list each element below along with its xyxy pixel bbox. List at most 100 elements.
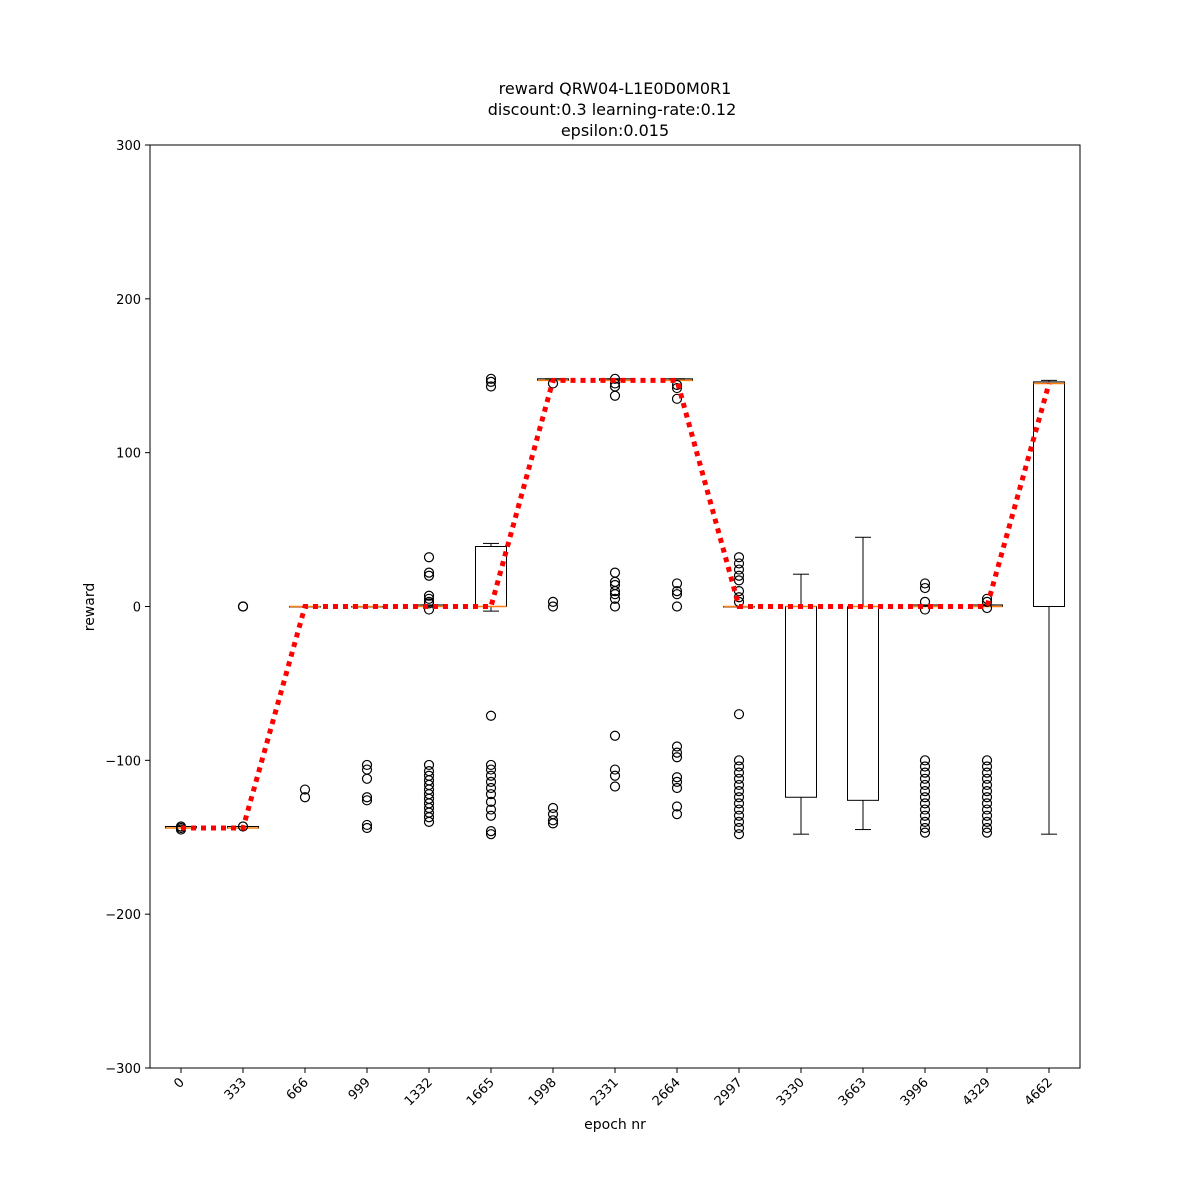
outlier-point (547, 815, 559, 826)
outlier-point (361, 773, 373, 784)
outlier-point (919, 827, 931, 838)
x-tick-label: 1998 (526, 1075, 560, 1109)
x-tick-label: 3330 (774, 1075, 808, 1109)
outlier-point (423, 598, 435, 609)
outlier-point (485, 796, 497, 807)
outlier-point (981, 773, 993, 784)
outlier-point (733, 570, 745, 581)
outlier-point (919, 582, 931, 594)
y-tick-label: 100 (116, 447, 141, 462)
x-tick-label: 2331 (588, 1075, 622, 1109)
outlier-point (609, 586, 621, 597)
box (1033, 381, 1065, 607)
outlier-point (733, 822, 745, 834)
outlier-point (733, 709, 745, 720)
outlier-point (981, 810, 993, 821)
outlier-point (919, 810, 931, 821)
outlier-point (981, 822, 993, 834)
outlier-point (485, 776, 497, 787)
outlier-point (733, 558, 745, 569)
outlier-point (485, 376, 497, 388)
outlier-point (423, 816, 435, 827)
outlier-point (609, 589, 621, 600)
outlier-point (423, 567, 435, 578)
chart-title-line-3: epsilon:0.015 (561, 121, 669, 140)
x-tick-label: 3663 (836, 1075, 870, 1109)
x-tick-label: 4662 (1022, 1075, 1056, 1109)
chart-title-line-2: discount:0.3 learning-rate:0.12 (488, 100, 737, 119)
outlier-point (919, 578, 931, 589)
outlier-point (609, 593, 621, 604)
outlier-point (609, 770, 621, 781)
outlier-point (485, 710, 497, 721)
outlier-point (423, 552, 435, 563)
outlier-point (733, 798, 745, 809)
outlier-point (671, 747, 683, 758)
x-tick-label: 2664 (650, 1075, 684, 1109)
outlier-point (671, 379, 683, 391)
y-tick-label: 300 (116, 139, 141, 154)
box (475, 546, 507, 608)
outlier-point (981, 596, 993, 607)
outlier-point (981, 816, 993, 827)
outlier-point (485, 825, 497, 837)
outlier-point (733, 564, 745, 575)
outlier-point (485, 373, 497, 384)
outlier-point (671, 752, 683, 763)
chart-title-line-1: reward QRW04-L1E0D0M0R1 (499, 79, 732, 98)
outlier-point (609, 567, 621, 578)
outlier-point (609, 601, 621, 612)
outlier-point (733, 816, 745, 827)
median-trend-line (181, 377, 1052, 831)
outlier-point (919, 767, 931, 778)
outlier-point (733, 804, 745, 815)
outlier-point (981, 785, 993, 797)
outlier-point (547, 596, 559, 607)
outlier-point (671, 741, 683, 752)
y-tick-label: −200 (105, 908, 141, 923)
outlier-point (609, 764, 621, 775)
outlier-point (485, 789, 497, 800)
outlier-point (547, 818, 559, 829)
outlier-point (919, 773, 931, 784)
outlier-point (237, 601, 249, 612)
outlier-point (919, 798, 931, 809)
outlier-point (485, 804, 497, 815)
outlier-point (981, 767, 993, 778)
outlier-point (671, 809, 683, 820)
outlier-point (423, 604, 435, 615)
outlier-point (671, 586, 683, 597)
outlier-point (981, 798, 993, 809)
x-tick-label: 1332 (402, 1075, 436, 1109)
outlier-point (733, 755, 745, 766)
outlier-point (485, 764, 497, 775)
outlier-point (981, 804, 993, 815)
outlier-point (919, 792, 931, 803)
x-axis-label: epoch nr (584, 1117, 646, 1133)
outlier-point (547, 802, 559, 814)
outlier-point (671, 382, 683, 394)
x-tick-label: 0 (171, 1075, 187, 1091)
outlier-point (485, 770, 497, 781)
outlier-point (361, 759, 373, 771)
x-tick-label: 4329 (960, 1075, 994, 1109)
outlier-point (919, 761, 931, 772)
x-tick-label: 2997 (712, 1075, 746, 1109)
outlier-point (361, 822, 373, 834)
outlier-point (485, 759, 497, 771)
outlier-point (733, 761, 745, 772)
outlier-point (299, 784, 311, 795)
outlier-point (733, 829, 745, 840)
outlier-point (423, 812, 435, 823)
outlier-point (671, 601, 683, 612)
x-tick-label: 999 (346, 1075, 374, 1103)
outlier-point (671, 776, 683, 787)
outlier-point (919, 804, 931, 815)
outlier-point (485, 381, 497, 392)
outlier-point (237, 821, 249, 832)
y-tick-label: −100 (105, 754, 141, 769)
outlier-point (733, 810, 745, 821)
outlier-point (423, 759, 435, 771)
outlier-point (671, 782, 683, 794)
